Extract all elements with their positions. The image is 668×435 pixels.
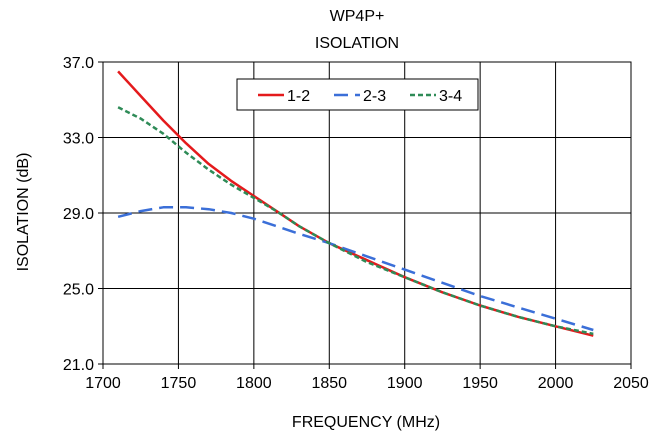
y-tick-label: 25.0 bbox=[63, 282, 94, 299]
series-line-1-2 bbox=[117, 70, 594, 337]
legend-label-1-2: 1-2 bbox=[287, 88, 310, 105]
x-axis: 1700 1750 1800 1850 1900 1950 2000 2050 bbox=[85, 364, 649, 392]
chart-title: WP4P+ bbox=[330, 8, 385, 25]
x-tick-label: 1950 bbox=[462, 375, 498, 392]
legend: 1-2 2-3 3-4 bbox=[236, 78, 479, 111]
x-tick-label: 2050 bbox=[613, 375, 649, 392]
series-line-2-3 bbox=[117, 206, 594, 332]
y-axis-title: ISOLATION (dB) bbox=[15, 153, 32, 272]
x-axis-title: FREQUENCY (MHz) bbox=[292, 414, 440, 431]
y-tick-label: 33.0 bbox=[63, 131, 94, 148]
y-tick-label: 21.0 bbox=[63, 357, 94, 374]
x-tick-label: 1700 bbox=[85, 375, 121, 392]
chart-subtitle: ISOLATION bbox=[315, 35, 399, 52]
y-tick-label: 37.0 bbox=[63, 55, 94, 72]
series-layer bbox=[117, 70, 594, 337]
legend-label-3-4: 3-4 bbox=[439, 88, 462, 105]
x-tick-label: 1850 bbox=[311, 375, 347, 392]
y-axis: 21.0 25.0 29.0 33.0 37.0 bbox=[63, 55, 103, 374]
x-tick-label: 2000 bbox=[538, 375, 574, 392]
x-tick-label: 1750 bbox=[161, 375, 197, 392]
x-tick-label: 1900 bbox=[387, 375, 423, 392]
series-line-3-4 bbox=[117, 106, 594, 336]
x-tick-label: 1800 bbox=[236, 375, 272, 392]
legend-label-2-3: 2-3 bbox=[363, 88, 386, 105]
y-tick-label: 29.0 bbox=[63, 206, 94, 223]
